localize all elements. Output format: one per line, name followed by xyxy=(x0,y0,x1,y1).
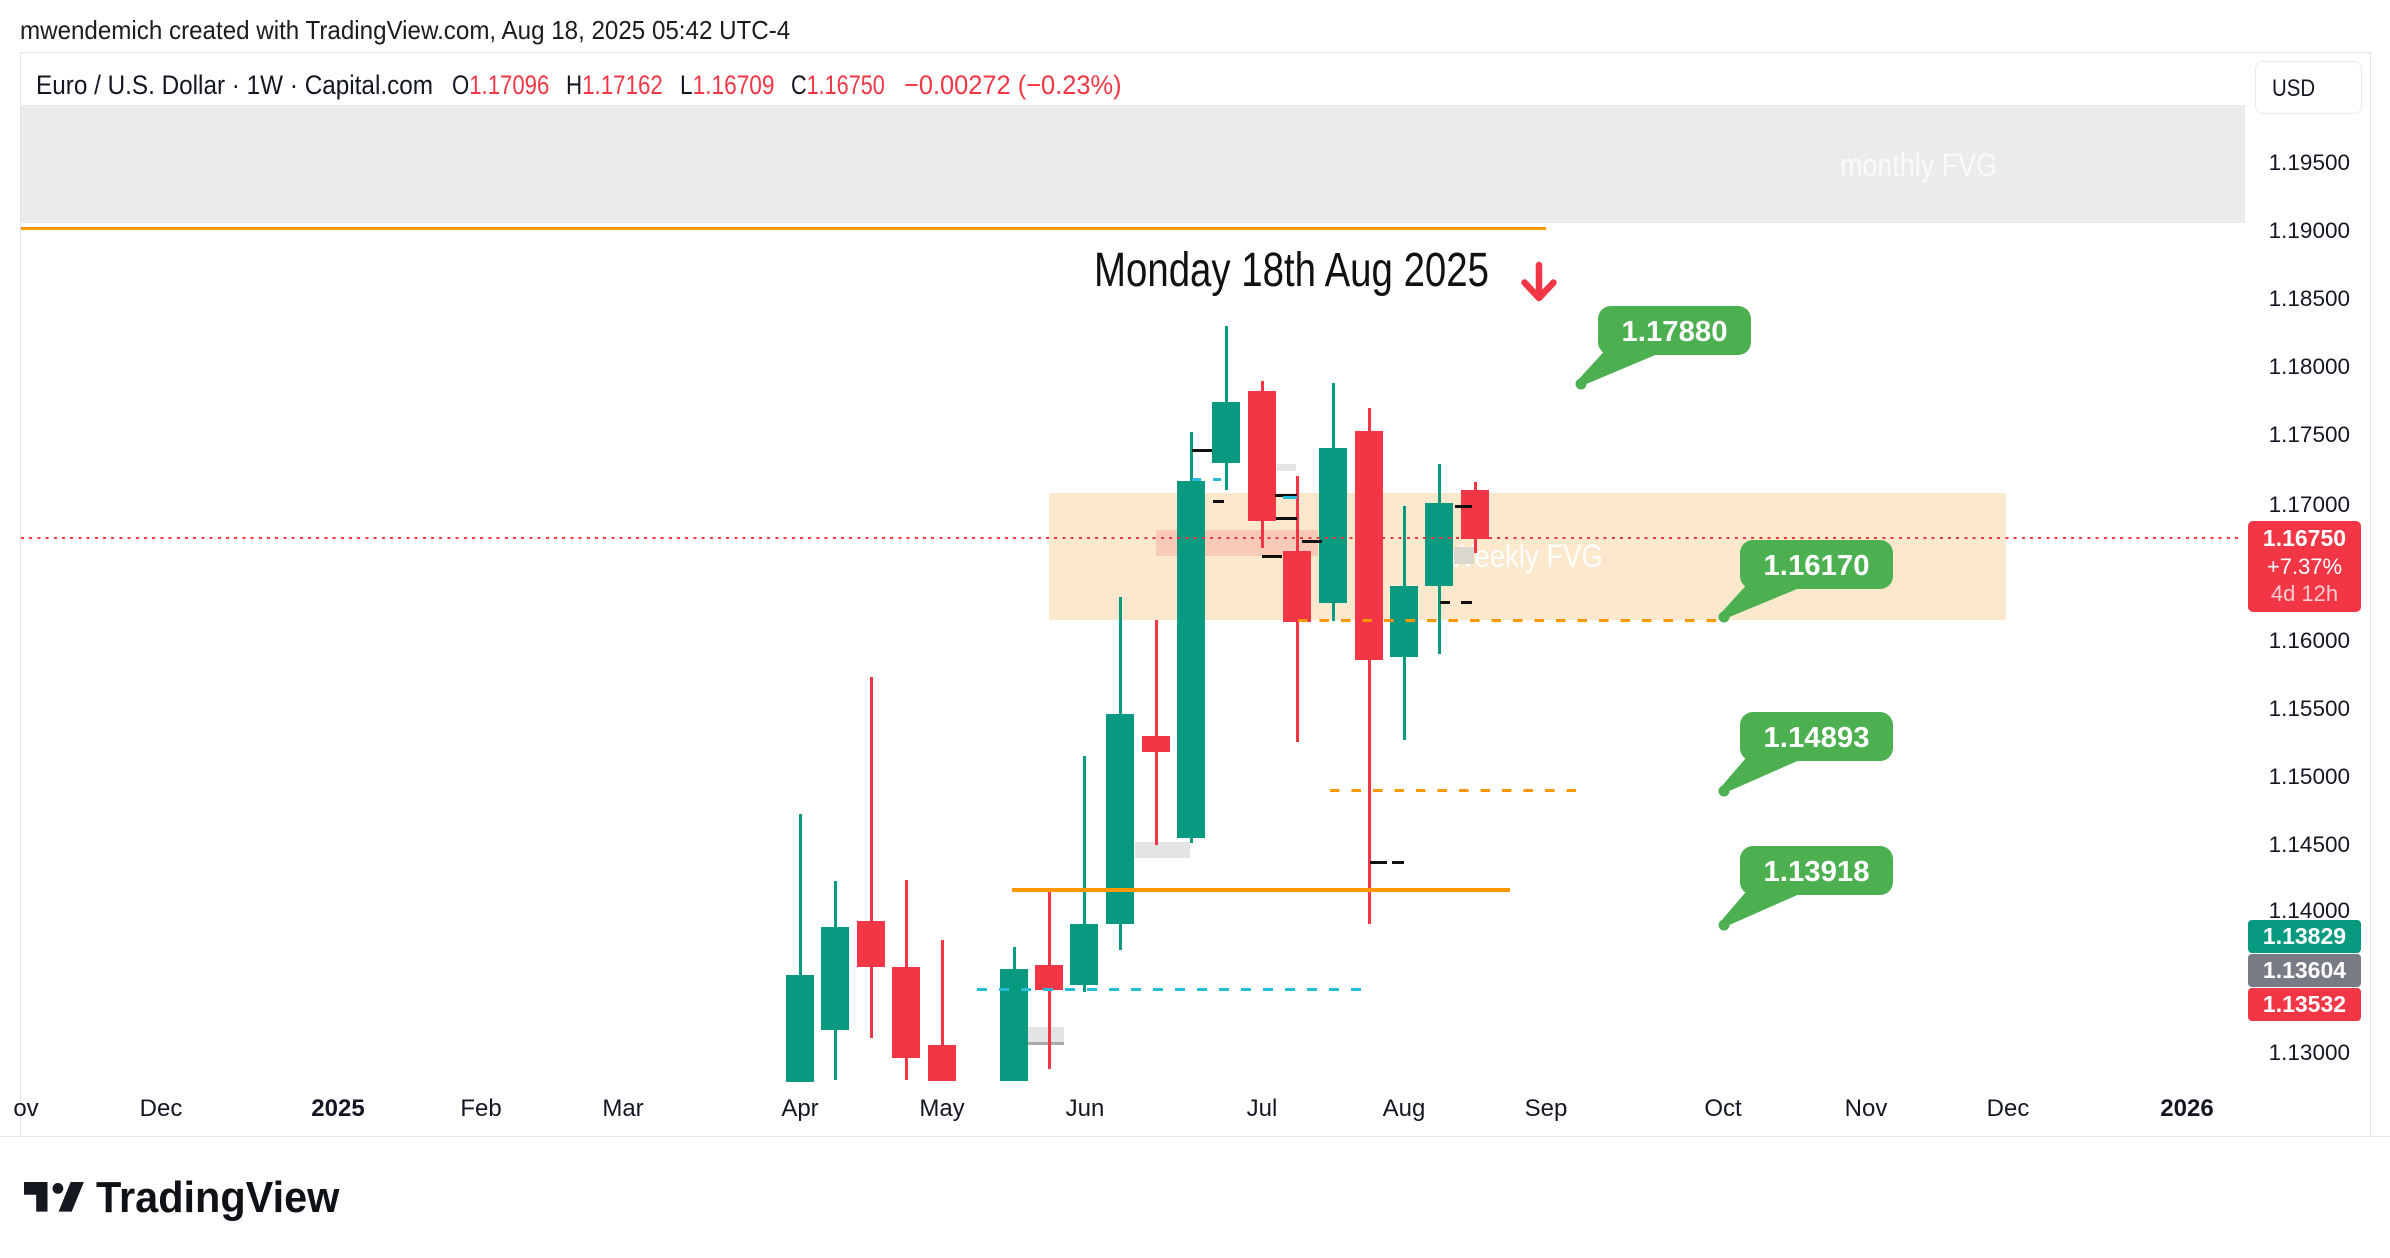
svg-text:1.16170: 1.16170 xyxy=(1764,550,1870,582)
svg-text:1.13918: 1.13918 xyxy=(1764,856,1870,888)
svg-text:1.14893: 1.14893 xyxy=(1764,722,1870,754)
svg-text:1.17880: 1.17880 xyxy=(1622,316,1728,348)
